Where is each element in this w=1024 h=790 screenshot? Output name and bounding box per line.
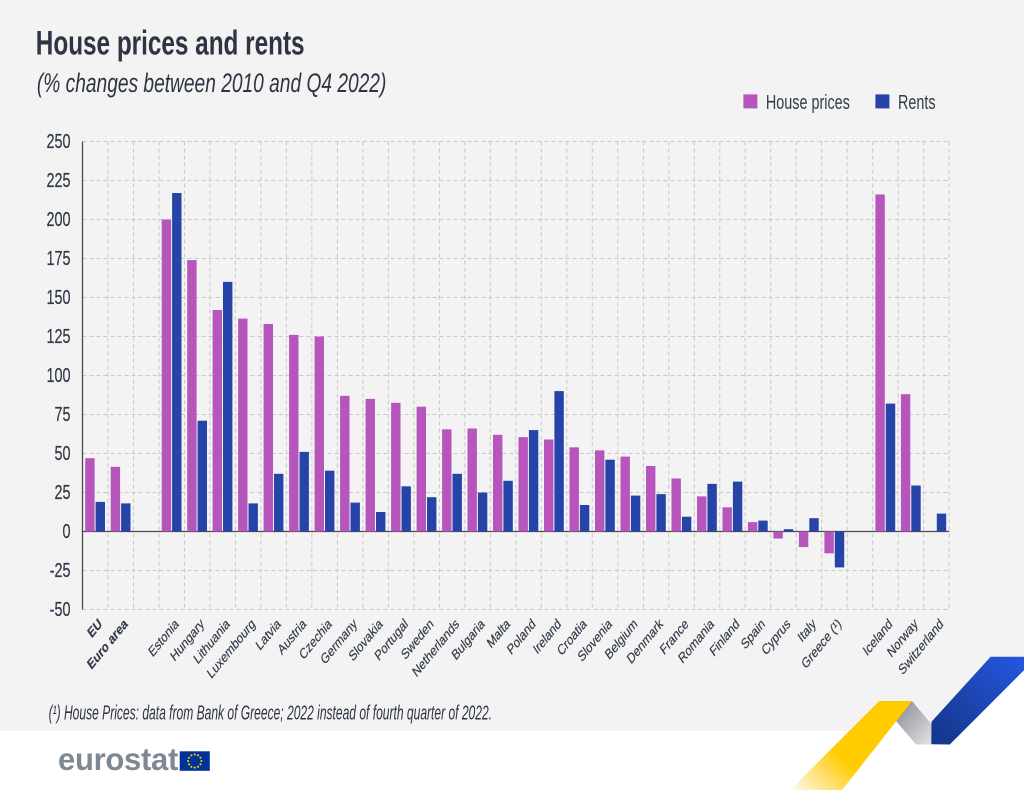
svg-text:200: 200 [46, 208, 70, 231]
svg-text:175: 175 [46, 247, 70, 270]
svg-text:0: 0 [62, 520, 70, 543]
svg-text:eurostat: eurostat [58, 742, 179, 777]
svg-text:50: 50 [54, 442, 70, 465]
svg-text:250: 250 [46, 130, 70, 153]
svg-text:-50: -50 [50, 598, 71, 621]
svg-text:100: 100 [46, 364, 70, 387]
svg-text:-25: -25 [50, 559, 71, 582]
svg-text:Rents: Rents [898, 91, 936, 114]
svg-text:225: 225 [46, 169, 70, 192]
svg-text:125: 125 [46, 325, 70, 348]
svg-text:150: 150 [46, 286, 70, 309]
svg-text:(% changes between 2010 and Q4: (% changes between 2010 and Q4 2022) [37, 68, 386, 98]
svg-text:(¹) House Prices: data from Ba: (¹) House Prices: data from Bank of Gree… [49, 703, 492, 725]
svg-text:75: 75 [54, 403, 70, 426]
svg-text:House prices and rents: House prices and rents [36, 25, 305, 63]
svg-text:House prices: House prices [766, 91, 850, 114]
svg-text:25: 25 [54, 481, 70, 504]
